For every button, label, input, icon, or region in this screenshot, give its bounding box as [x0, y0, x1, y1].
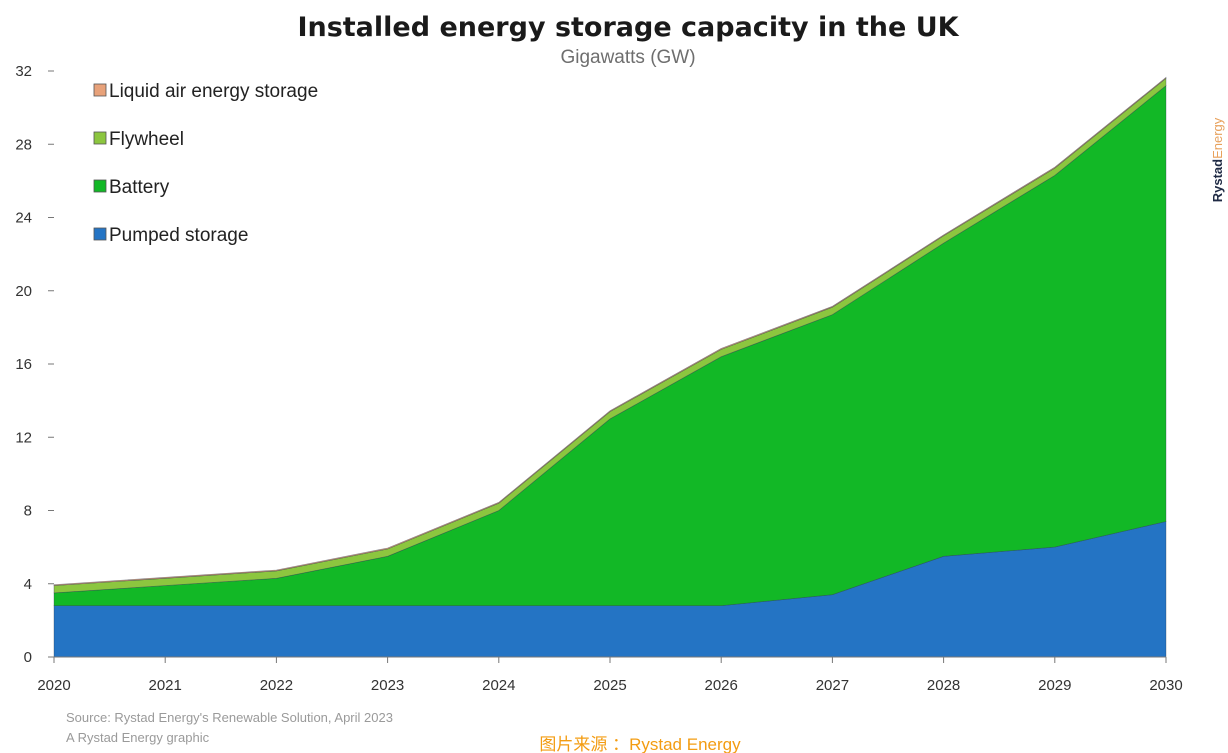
y-tick-label: 24	[15, 210, 32, 227]
legend-label-pumped-storage: Pumped storage	[109, 225, 248, 246]
x-tick-label: 2026	[705, 677, 738, 694]
y-tick-label: 32	[15, 63, 32, 80]
x-tick-label: 2024	[482, 677, 515, 694]
legend-swatch-flywheel	[93, 131, 107, 145]
x-tick-label: 2022	[260, 677, 293, 694]
source-line-1: Source: Rystad Energy's Renewable Soluti…	[66, 710, 393, 725]
y-tick-label: 0	[24, 649, 32, 666]
x-tick-label: 2030	[1149, 677, 1182, 694]
y-tick-label: 16	[15, 356, 32, 373]
brand-light: Energy	[1210, 117, 1225, 159]
stacked-areas	[53, 76, 1167, 658]
legend-label-flywheel: Flywheel	[109, 129, 184, 150]
x-tick-label: 2028	[927, 677, 960, 694]
y-tick-label: 4	[24, 576, 32, 593]
source-line-2: A Rystad Energy graphic	[66, 730, 210, 745]
area-battery	[53, 84, 1167, 606]
legend-label-liquid-air-energy-storage: Liquid air energy storage	[109, 81, 318, 102]
y-tick-label: 20	[15, 283, 32, 300]
y-tick-label: 28	[15, 136, 32, 153]
legend: Liquid air energy storage Flywheel Battery…	[93, 81, 318, 246]
y-tick-label: 8	[24, 503, 32, 520]
x-axis-ticks: 2020 2021 2022 2023 2024 2025 2026 2027 2028 2029…	[37, 657, 1183, 694]
legend-label-battery: Battery	[109, 177, 170, 198]
rystad-logo: RystadEnergy	[1210, 117, 1225, 202]
chart-title: Installed energy storage capacity in the…	[297, 12, 959, 43]
x-tick-label: 2027	[816, 677, 849, 694]
x-tick-label: 2023	[371, 677, 404, 694]
watermark-caption: 图片来源 ：Rystad Energy	[539, 735, 741, 753]
y-tick-label: 12	[15, 429, 32, 446]
legend-swatch-battery	[93, 179, 107, 193]
x-tick-label: 2020	[37, 677, 70, 694]
legend-swatch-liquid-air-energy-storage	[93, 83, 107, 97]
x-tick-label: 2029	[1038, 677, 1071, 694]
y-axis-ticks: 0 4 8 12 16 20 24 28 32	[15, 63, 54, 666]
x-tick-label: 2021	[149, 677, 182, 694]
chart-subtitle: Gigawatts (GW)	[560, 47, 695, 68]
x-tick-label: 2025	[593, 677, 626, 694]
brand-strong: Rystad	[1210, 159, 1225, 202]
svg-text:RystadEnergy: RystadEnergy	[1210, 117, 1225, 202]
area-liquid-air-energy-storage	[53, 76, 1167, 586]
legend-swatch-pumped-storage	[93, 227, 107, 241]
